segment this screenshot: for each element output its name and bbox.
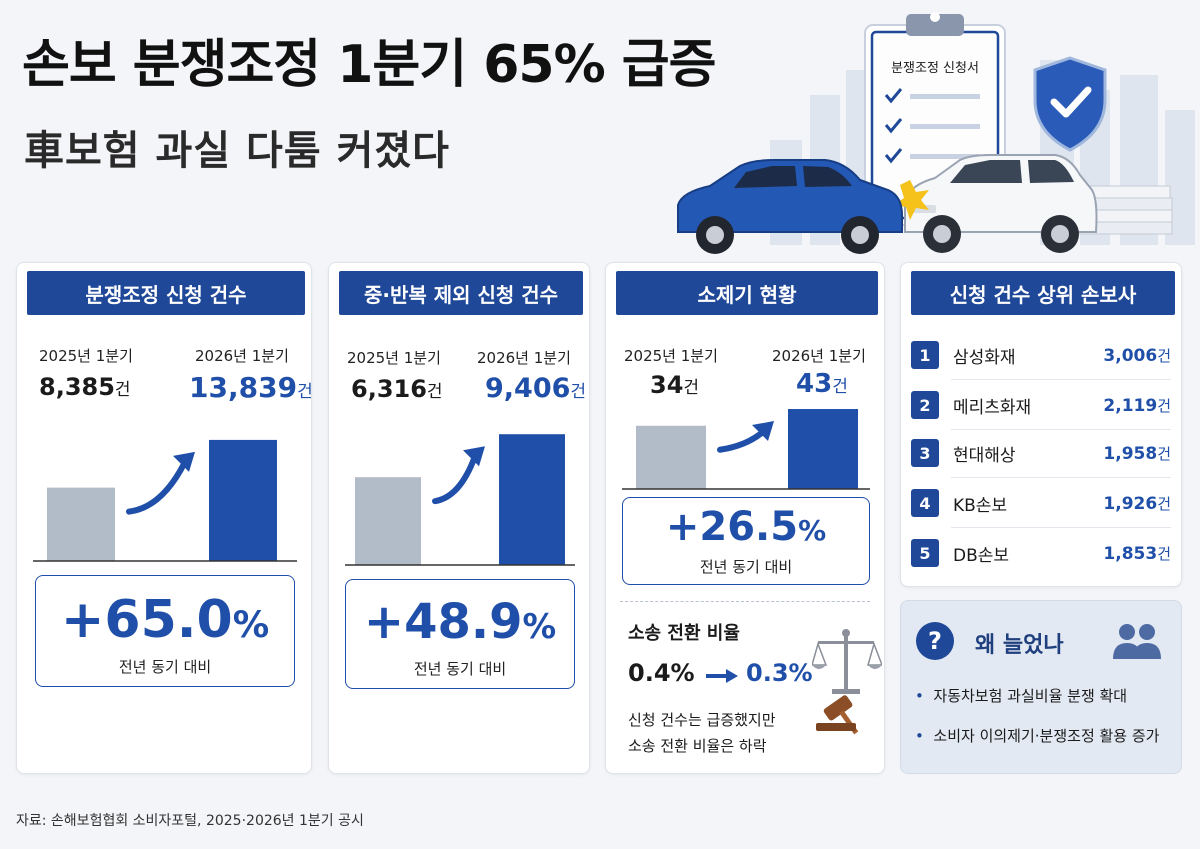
panel-why: ? 왜 늘었나 • 자동차보험 과실비율 분쟁 확대 • 소비자 이의제기·분쟁… xyxy=(900,600,1182,774)
bar-curr xyxy=(788,409,858,489)
bar-prev xyxy=(355,477,421,565)
conversion-prev: 0.4% xyxy=(628,659,695,687)
curr-period-label: 2026년 1분기 xyxy=(195,347,289,365)
list-item: 3 현대해상 1,958건 xyxy=(911,435,1171,471)
arrow-right-icon xyxy=(706,669,738,683)
prev-period-label: 2025년 1분기 xyxy=(347,349,441,367)
rank-badge: 2 xyxy=(911,391,939,419)
clipboard-title: 분쟁조정 신청서 xyxy=(891,61,979,76)
panel-applications: 분쟁조정 신청 건수 2025년 1분기 2026년 1분기 8,385건 13… xyxy=(16,262,313,774)
prev-period-label: 2025년 1분기 xyxy=(624,347,718,365)
excluding-repeats-bar-chart xyxy=(345,434,575,566)
list-item: 5 DB손보 1,853건 xyxy=(911,535,1171,571)
blue-sedan-icon xyxy=(677,159,903,254)
bar-curr xyxy=(209,439,277,561)
source-note: 자료: 손해보험협회 소비자포털, 2025·2026년 1분기 공시 xyxy=(16,813,364,829)
row-divider xyxy=(951,477,1171,478)
growth-arrow-icon xyxy=(717,428,767,453)
growth-arrow-head xyxy=(463,446,485,467)
insurer-name: 메리츠화재 xyxy=(953,397,1032,418)
growth-arrow-head xyxy=(173,451,195,472)
row-divider xyxy=(951,429,1171,430)
panel-applications-title: 분쟁조정 신청 건수 xyxy=(27,271,305,315)
impact-star-icon xyxy=(893,180,929,220)
rank-badge: 5 xyxy=(911,539,939,567)
shield-check-icon xyxy=(1033,56,1107,152)
page-title: 손보 분쟁조정 1분기 65% 급증 xyxy=(22,35,716,95)
excluding-repeats-compare-label: 전년 동기 대비 xyxy=(413,660,507,678)
curr-period-label: 2026년 1분기 xyxy=(477,349,571,367)
bar-prev xyxy=(636,425,706,489)
panel-lawsuits-title: 소제기 현황 xyxy=(616,271,878,315)
rank-badge: 3 xyxy=(911,439,939,467)
bar-prev xyxy=(47,487,115,561)
dashed-divider xyxy=(620,601,870,602)
people-icon xyxy=(1113,624,1161,659)
prev-value: 34건 xyxy=(650,371,700,399)
prev-value: 6,316건 xyxy=(351,375,443,403)
svg-text:?: ? xyxy=(928,627,942,655)
prev-period-label: 2025년 1분기 xyxy=(39,347,133,365)
curr-value: 43건 xyxy=(796,369,848,399)
insurer-count: 3,006건 xyxy=(1103,345,1171,366)
list-item: 4 KB손보 1,926건 xyxy=(911,485,1171,521)
bar-curr xyxy=(499,434,565,565)
rank-badge: 4 xyxy=(911,489,939,517)
curr-value: 13,839건 xyxy=(189,371,313,404)
why-bullet: • 자동차보험 과실비율 분쟁 확대 xyxy=(915,687,1128,705)
list-item: 2 메리츠화재 2,119건 xyxy=(911,387,1171,423)
excluding-repeats-change-percent: +48.9% xyxy=(363,594,557,650)
excluding-repeats-change-box: +48.9% 전년 동기 대비 xyxy=(345,579,575,689)
insurer-name: DB손보 xyxy=(953,545,1010,566)
growth-arrow-icon xyxy=(432,453,478,505)
panel-excluding-repeats-title: 중·반복 제외 신청 건수 xyxy=(339,271,583,315)
scales-gavel-icon xyxy=(812,629,882,735)
panel-excluding-repeats: 중·반복 제외 신청 건수 2025년 1분기 2026년 1분기 6,316건… xyxy=(328,262,590,774)
lawsuits-bar-chart xyxy=(622,409,870,490)
applications-change-box: +65.0% 전년 동기 대비 xyxy=(35,575,295,687)
white-suv-icon xyxy=(904,154,1098,253)
page-subtitle: 車보험 과실 다툼 커졌다 xyxy=(24,128,450,174)
growth-arrow-head xyxy=(752,421,774,442)
insurer-name: 삼성화재 xyxy=(953,347,1016,368)
lawsuits-change-box: +26.5% 전년 동기 대비 xyxy=(622,497,870,585)
conversion-note-line2: 소송 전환 비율은 하락 xyxy=(628,737,767,755)
insurer-count: 1,853건 xyxy=(1103,543,1171,564)
applications-compare-label: 전년 동기 대비 xyxy=(118,658,212,676)
applications-bar-chart xyxy=(33,439,297,562)
curr-value: 9,406건 xyxy=(485,373,587,404)
conversion-curr: 0.3% xyxy=(746,659,813,687)
insurer-count: 2,119건 xyxy=(1103,395,1171,416)
curr-period-label: 2026년 1분기 xyxy=(772,347,866,365)
conversion-note-line1: 신청 건수는 급증했지만 xyxy=(628,711,776,729)
row-divider xyxy=(951,527,1171,528)
applications-change-percent: +65.0% xyxy=(60,590,270,650)
lawsuits-compare-label: 전년 동기 대비 xyxy=(699,558,793,576)
list-item: 1 삼성화재 3,006건 xyxy=(911,337,1171,373)
question-circle-icon: ? xyxy=(916,622,954,660)
insurer-count: 1,958건 xyxy=(1103,443,1171,464)
lawsuits-change-percent: +26.5% xyxy=(665,504,827,550)
prev-value: 8,385건 xyxy=(39,373,131,401)
why-bullet: • 소비자 이의제기·분쟁조정 활용 증가 xyxy=(915,727,1160,745)
insurer-name: 현대해상 xyxy=(953,445,1016,466)
insurer-count: 1,926건 xyxy=(1103,493,1171,514)
growth-arrow-icon xyxy=(126,458,188,515)
insurer-name: KB손보 xyxy=(953,495,1008,516)
conversion-title: 소송 전환 비율 xyxy=(628,623,740,644)
hero-illustration: 분쟁조정 신청서 xyxy=(677,12,1195,254)
panel-lawsuits: 소제기 현황 2025년 1분기 2026년 1분기 34건 43건 +26.5… xyxy=(605,262,885,774)
row-divider xyxy=(951,379,1171,380)
rank-badge: 1 xyxy=(911,341,939,369)
panel-top-insurers-title: 신청 건수 상위 손보사 xyxy=(911,271,1175,315)
why-title: 왜 늘었나 xyxy=(975,633,1064,658)
